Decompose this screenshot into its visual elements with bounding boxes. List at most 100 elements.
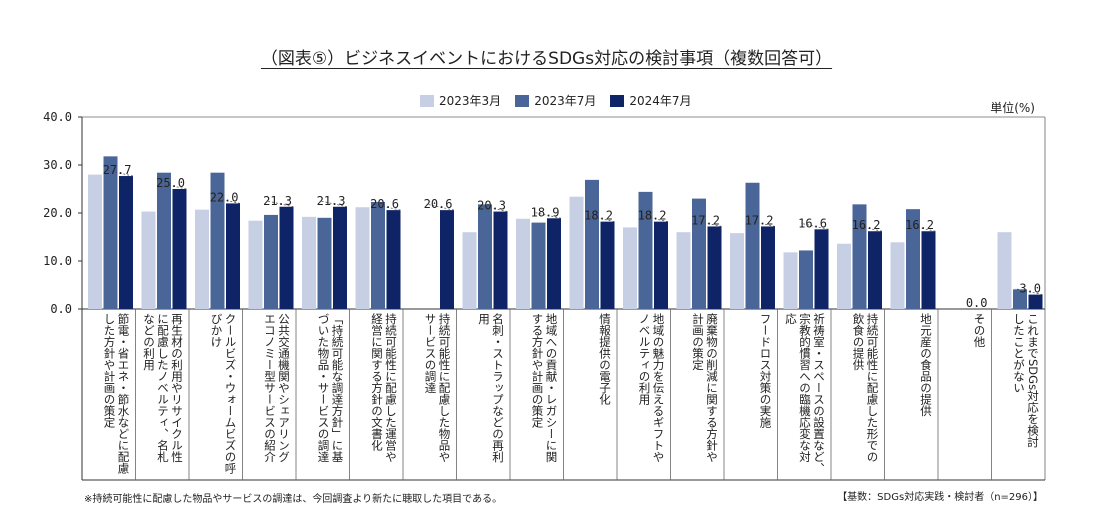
category-label-line: 節電・省エネ・節水などに配慮 [116, 313, 131, 474]
bar-2-cat-10 [585, 179, 599, 309]
y-tick-label: 10.0 [43, 254, 72, 268]
category-label-line: などの利用 [142, 313, 156, 371]
data-label-cat-18: 3.0 [1019, 282, 1041, 296]
data-label-leader [479, 205, 508, 212]
category-label-line: 「持続可能な調達方針」に基 [330, 313, 345, 463]
data-label-leader [426, 203, 455, 211]
category-label-10: 情報提供の電子化 [598, 313, 612, 476]
bar-1-cat-1 [88, 174, 102, 309]
legend-label-2023-07: 2023年7月 [534, 94, 597, 108]
category-label-3: クールビズ・ウォームビズの呼 びかけ [210, 313, 238, 476]
unit-label: 単位(%) [990, 101, 1035, 115]
bar-1-cat-3 [195, 209, 209, 309]
category-label-line: ノベルティの利用 [637, 313, 652, 405]
legend-swatch-2023-07 [515, 94, 530, 107]
bar-2-cat-16 [906, 209, 920, 309]
category-label-17: その他 [973, 313, 987, 476]
bar-3-cat-8 [493, 211, 508, 309]
category-label-line: 応 [784, 313, 798, 325]
category-label-15: 持続可能性に配慮した形での 飲食の提供 [852, 313, 880, 476]
bar-1-cat-16 [890, 242, 905, 309]
data-label-leader [640, 215, 669, 223]
bar-1-cat-10 [569, 196, 584, 309]
bar-3-cat-9 [547, 218, 561, 309]
legend-item-2024-07: 2024年7月 [610, 92, 692, 109]
bar-2-cat-1 [103, 156, 118, 309]
bar-2-cat-2 [157, 172, 171, 309]
bar-3-cat-5 [333, 206, 347, 309]
category-label-line: 経営に関する方針の文書化 [370, 313, 384, 451]
category-label-line: サービスの調達 [423, 313, 438, 394]
bar-3-cat-1 [119, 176, 133, 309]
category-label-16: 地元産の食品の提供 [919, 313, 933, 476]
data-label-leader [907, 224, 936, 232]
bar-1-cat-6 [355, 207, 370, 309]
category-label-line: 持続可能性に配慮した運営や [384, 313, 398, 463]
sample-basis: 【基数：SDGs対応実践・検討者（n=296）】 [837, 492, 1043, 503]
category-label-14: 祈祷室・スペースの設置など、 宗教的慣習への臨機応変な対応 [784, 313, 826, 476]
data-label-leader [747, 220, 776, 227]
legend-item-2023-03: 2023年3月 [420, 92, 501, 109]
data-label-leader [533, 211, 562, 219]
data-label-cat-3: 22.0 [210, 190, 239, 204]
data-label-cat-17: 0.0 [966, 296, 988, 310]
category-label-line: 廃棄物の削減に関する方針や [705, 313, 719, 463]
category-label-line: その他 [972, 313, 987, 348]
data-label-cat-11: 18.2 [638, 209, 667, 223]
data-label-cat-14: 16.6 [798, 216, 827, 230]
category-label-line: 公共交通機関やシェアリング [277, 313, 291, 463]
data-label-leader [586, 215, 615, 223]
bar-1-cat-14 [783, 252, 798, 309]
bar-2-cat-18 [1013, 289, 1027, 309]
bar-1-cat-18 [997, 232, 1012, 309]
bar-2-cat-8 [478, 204, 492, 309]
category-label-4: 公共交通機関やシェアリング エコノミー型サービスの紹介 [263, 313, 291, 476]
data-label-cat-15: 16.2 [852, 218, 881, 232]
bar-2-cat-15 [852, 204, 867, 309]
legend-label-2023-03: 2023年3月 [439, 94, 502, 108]
bar-3-cat-4 [279, 206, 294, 309]
category-label-1: 節電・省エネ・節水などに配慮 した方針や計画の策定 [103, 313, 131, 476]
category-label-line: 飲食の提供 [851, 313, 866, 371]
legend: 2023年3月 2023年7月 2024年7月 [420, 92, 692, 109]
data-label-cat-9: 18.9 [531, 205, 560, 219]
data-label-leader [319, 200, 348, 208]
category-label-line: 用 [477, 313, 491, 325]
data-label-cat-12: 17.2 [691, 213, 720, 227]
bar-3-cat-18 [1028, 294, 1043, 309]
bar-2-cat-14 [799, 250, 813, 309]
category-label-line: 再生材の利用やリサイクル性 [170, 313, 184, 463]
bar-1-cat-11 [623, 227, 637, 309]
legend-swatch-2024-07 [610, 94, 625, 107]
legend-item-2023-07: 2023年7月 [515, 92, 596, 109]
data-label-cat-13: 17.2 [745, 213, 774, 227]
bar-3-cat-15 [868, 231, 882, 309]
bar-3-cat-6 [386, 210, 401, 309]
data-label-leader [693, 220, 722, 227]
bar-2-cat-4 [264, 214, 278, 309]
chart-title: （図表⑤）ビジネスイベントにおけるSDGs対応の検討事項（複数回答可） [260, 49, 833, 69]
category-label-7: 持続可能性に配慮した物品や サービスの調達 [424, 313, 452, 476]
category-label-6: 持続可能性に配慮した運営や 経営に関する方針の文書化 [370, 313, 398, 476]
bar-2-cat-12 [692, 198, 706, 309]
bar-1-cat-9 [516, 218, 530, 309]
data-label-leader [1014, 288, 1043, 295]
category-label-line: 名刺・ストラップなどの再利 [491, 313, 505, 463]
data-label-cat-6: 20.6 [370, 197, 399, 211]
y-tick-label: 0.0 [50, 302, 72, 316]
bar-3-cat-11 [654, 221, 668, 309]
data-label-leader [212, 197, 241, 204]
bar-3-cat-7 [440, 210, 454, 309]
bar-3-cat-3 [226, 203, 240, 309]
category-label-5: 「持続可能な調達方針」に基 づいた物品・サービスの調達 [317, 313, 345, 476]
bar-3-cat-14 [814, 229, 829, 309]
data-label-cat-4: 21.3 [263, 194, 292, 208]
category-label-13: フードロス対策の実施 [759, 313, 773, 476]
footnote: ※持続可能性に配慮した物品やサービスの調達は、今回調査より新たに聴取した項目であ… [84, 494, 503, 505]
data-label-leader [800, 222, 829, 230]
data-label-cat-16: 16.2 [905, 218, 934, 232]
bar-3-cat-13 [761, 226, 775, 309]
bar-1-cat-8 [462, 232, 477, 309]
bar-2-cat-11 [638, 191, 653, 309]
category-label-line: 持続可能性に配慮した形での [865, 313, 880, 463]
